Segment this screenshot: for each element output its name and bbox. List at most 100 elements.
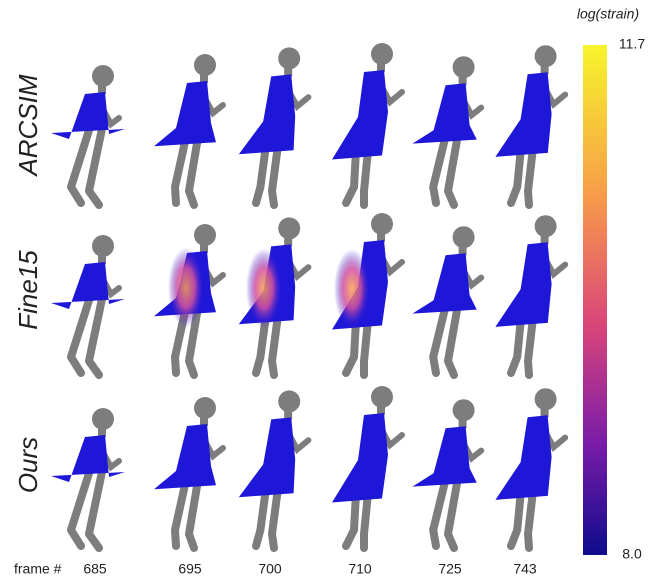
row-label: Fine15: [13, 250, 43, 330]
leg: [67, 120, 107, 209]
frame-number: 700: [258, 561, 282, 577]
colorbar-title: log(strain): [577, 6, 639, 22]
neck: [458, 75, 467, 86]
dress: [412, 83, 477, 144]
neck: [200, 416, 208, 426]
head: [534, 388, 557, 411]
person: [238, 47, 312, 209]
leg: [429, 473, 462, 552]
neck: [98, 427, 106, 437]
person: [154, 54, 226, 209]
dress: [51, 435, 125, 482]
head: [534, 215, 557, 238]
strain-hotspot: [334, 248, 370, 329]
person: [154, 397, 226, 552]
dress: [51, 262, 125, 309]
dress: [412, 426, 477, 487]
dress: [332, 70, 388, 160]
dress: [154, 424, 216, 490]
neck: [200, 73, 208, 83]
colorbar-max: 11.7: [619, 36, 645, 52]
person: [412, 399, 485, 552]
person: [238, 390, 312, 552]
leg: [252, 311, 282, 379]
person: [154, 224, 226, 379]
neck: [540, 407, 549, 418]
person: [238, 217, 312, 379]
head: [92, 408, 114, 430]
head: [371, 386, 393, 408]
frame-number: 685: [83, 561, 107, 577]
neck: [98, 254, 106, 264]
head: [92, 235, 114, 257]
neck: [377, 62, 385, 72]
leg: [507, 313, 537, 379]
neck: [284, 409, 293, 420]
frame-number: 710: [348, 561, 372, 577]
leg: [342, 146, 372, 209]
person: [51, 408, 125, 552]
head: [371, 43, 393, 65]
head: [534, 45, 557, 68]
head: [278, 390, 301, 413]
leg: [67, 463, 107, 552]
neck: [284, 66, 293, 77]
colorbar-min: 8.0: [622, 546, 642, 562]
leg: [67, 290, 107, 379]
figures: 685 695 700 710 725 743: [51, 43, 569, 577]
person: [495, 215, 569, 379]
frame-number: 743: [513, 561, 537, 577]
colorbar: [583, 45, 607, 555]
dress: [495, 72, 552, 157]
dress: [412, 253, 477, 314]
frame-number: 695: [178, 561, 202, 577]
neck: [458, 245, 467, 256]
head: [194, 224, 216, 246]
head: [371, 213, 393, 235]
frame-label: frame #: [14, 561, 62, 577]
person: [332, 386, 405, 552]
dress: [495, 415, 552, 500]
head: [194, 54, 216, 76]
leg: [171, 476, 202, 552]
dress: [495, 242, 552, 327]
neck: [377, 405, 385, 415]
head: [278, 217, 301, 240]
person: [332, 43, 405, 209]
head: [278, 47, 301, 70]
frame-number: 725: [438, 561, 462, 577]
leg: [171, 133, 202, 209]
neck: [540, 234, 549, 245]
person: [495, 388, 569, 552]
leg: [342, 489, 372, 552]
head: [452, 226, 475, 249]
neck: [200, 243, 208, 253]
head: [92, 65, 114, 87]
row-label: ARCSIM: [13, 74, 43, 177]
person: [51, 65, 125, 209]
leg: [507, 143, 537, 209]
dress: [332, 413, 388, 503]
leg: [429, 300, 462, 379]
row-label: Ours: [13, 437, 43, 493]
neck: [284, 236, 293, 247]
neck: [458, 418, 467, 429]
strain-hotspot: [168, 247, 204, 328]
head: [194, 397, 216, 419]
person: [412, 56, 485, 209]
strain-hotspot: [246, 248, 282, 329]
neck: [540, 64, 549, 75]
dress: [51, 92, 125, 139]
dress: [238, 74, 296, 155]
head: [452, 399, 475, 422]
leg: [252, 141, 282, 209]
leg: [252, 484, 282, 552]
leg: [429, 130, 462, 209]
person: [495, 45, 569, 209]
person: [412, 226, 485, 379]
dress: [238, 417, 296, 498]
person: [332, 213, 405, 379]
person: [51, 235, 125, 379]
dress: [154, 81, 216, 147]
